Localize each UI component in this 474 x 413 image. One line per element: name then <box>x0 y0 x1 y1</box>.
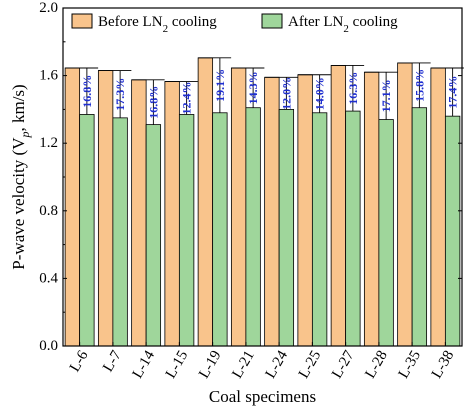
bar-after-l-21 <box>245 107 261 347</box>
pct-label-l-19: 19.1% <box>213 69 227 102</box>
bar-after-l-6 <box>79 114 95 347</box>
marks-layer <box>65 57 464 125</box>
pct-label-l-15: 12.4% <box>180 81 194 114</box>
legend: Before LN2 cooling After LN2 cooling <box>71 13 398 35</box>
x-tick-label: L-6 <box>67 348 92 375</box>
bar-before-l-14 <box>131 79 147 347</box>
bar-before-l-19 <box>197 57 214 347</box>
legend-label-after: After LN2 cooling <box>288 14 398 35</box>
x-tick-label: L-27 <box>329 348 358 382</box>
pct-label-l-28: 17.1% <box>379 79 393 112</box>
y-tick-label: 0.8 <box>39 203 58 219</box>
y-tick-label: 1.2 <box>39 135 58 151</box>
bar-after-l-27 <box>345 110 361 347</box>
bars-layer <box>64 57 461 347</box>
bar-before-l-6 <box>64 67 81 347</box>
bar-before-l-28 <box>363 71 380 347</box>
bar-before-l-38 <box>430 67 446 347</box>
y-tick-label: 1.6 <box>39 68 58 84</box>
bar-after-l-7 <box>112 117 128 347</box>
bar-before-l-27 <box>330 65 347 347</box>
bar-before-l-15 <box>164 81 180 347</box>
x-tick-label: L-15 <box>163 348 191 381</box>
x-tick-label: L-7 <box>100 348 125 375</box>
pct-label-l-25: 14.0% <box>313 77 327 110</box>
legend-label-before: Before LN2 cooling <box>98 14 217 35</box>
bar-before-l-24 <box>264 76 280 347</box>
bar-before-l-7 <box>97 70 114 347</box>
x-tick-label: L-25 <box>296 348 324 381</box>
pct-label-l-21: 14.3% <box>246 71 260 104</box>
x-tick-label: L-38 <box>429 348 457 381</box>
y-tick-label: 0.0 <box>39 338 58 354</box>
labels-layer: 16.8% 17.3% 16.8% 12.4% 19.1% 14.3% 12.0% 14.0%… <box>80 69 460 119</box>
bar-after-l-14 <box>145 124 162 347</box>
x-tick-label: L-19 <box>196 348 224 381</box>
x-tick-label: L-35 <box>396 348 424 381</box>
bar-before-l-35 <box>397 62 413 347</box>
pct-label-l-6: 16.8% <box>80 75 94 108</box>
bar-after-l-19 <box>212 112 228 347</box>
x-tick-label: L-28 <box>362 348 390 381</box>
bar-after-l-35 <box>411 107 428 347</box>
y-axis-title: P-wave velocity (Vp, km/s) <box>9 84 33 269</box>
x-tick-label: L-24 <box>263 348 292 382</box>
pct-label-l-38: 17.4% <box>446 76 460 109</box>
x-tick-label: L-21 <box>229 348 257 381</box>
y-tick-label: 0.4 <box>39 270 58 286</box>
pct-label-l-14: 16.8% <box>146 86 160 119</box>
bar-before-l-25 <box>297 74 313 347</box>
bar-before-l-21 <box>230 67 247 347</box>
pct-label-l-7: 17.3% <box>113 78 127 111</box>
bar-after-l-24 <box>278 109 295 347</box>
pct-label-l-27: 16.3% <box>346 72 360 105</box>
legend-swatch-after <box>261 13 283 29</box>
bar-after-l-25 <box>311 112 328 347</box>
pct-label-l-24: 12.0% <box>279 77 293 110</box>
pct-label-l-35: 15.8% <box>412 69 426 102</box>
legend-swatch-before <box>71 13 93 29</box>
bar-after-l-28 <box>378 119 394 347</box>
bar-after-l-38 <box>444 115 461 347</box>
y-tick-label: 2.0 <box>39 0 58 16</box>
bar-after-l-15 <box>178 114 195 347</box>
x-tick-label: L-14 <box>130 348 159 382</box>
x-axis-title: Coal specimens <box>209 387 316 406</box>
